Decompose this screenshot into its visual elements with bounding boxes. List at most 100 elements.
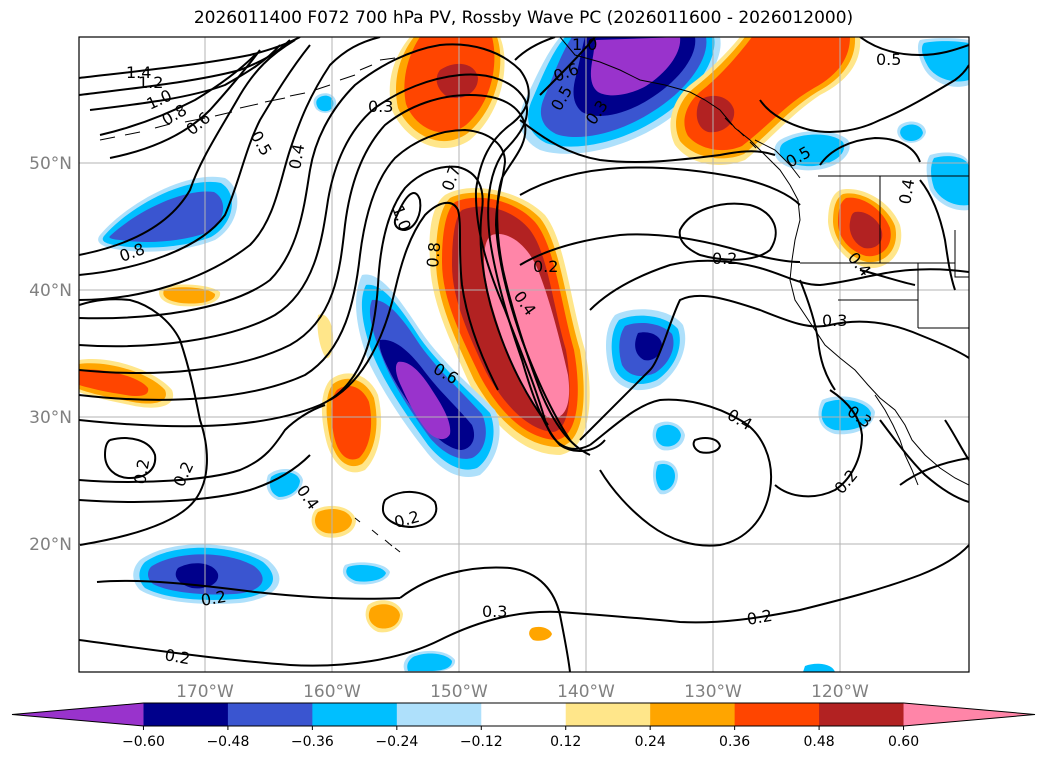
contour-line [79, 544, 969, 667]
contour-label: 1.2 [138, 73, 163, 92]
contour-line [89, 44, 281, 111]
pv-contours [79, 37, 969, 672]
contour-label: 0.4 [895, 177, 918, 205]
contour-line [79, 44, 311, 276]
colorbar-segment [650, 703, 736, 726]
contour-label: 0.2 [712, 249, 737, 268]
positive-anomaly-gulf-of-alaska [389, 37, 505, 149]
colorbar-segment [312, 703, 398, 726]
alaska-panhandle-islands [724, 117, 757, 149]
contour-label: 0.3 [368, 97, 393, 116]
vancouver-island [754, 139, 801, 179]
contour-label: 0.2 [130, 457, 153, 485]
colorbar-segment [481, 703, 567, 726]
lon-label-170w: 170°W [176, 682, 234, 702]
contour-label: 0.2 [745, 606, 773, 629]
contour-line [859, 269, 916, 286]
colorbar-segment [903, 703, 1035, 726]
contour-line [79, 298, 208, 546]
contour-line [399, 566, 571, 672]
colorbar-tick-label: −0.12 [460, 734, 503, 750]
colorbar-tick-label: 0.24 [635, 734, 666, 750]
negative-anomaly-northeast-pacific [774, 131, 850, 171]
contour-line [819, 136, 921, 166]
colorbar-tick-label: −0.24 [375, 734, 418, 750]
state-borders [800, 176, 969, 329]
contour-line [103, 437, 157, 480]
lat-label-30n: 30°N [29, 408, 72, 428]
baja-california [874, 394, 919, 486]
contour-line [79, 73, 606, 452]
colorbar-tick-label: 0.48 [804, 734, 835, 750]
contour-line [919, 179, 956, 291]
contour-line [799, 279, 836, 391]
contour-label: 1.0 [572, 35, 597, 54]
contour-line [859, 37, 969, 57]
contour-line [329, 201, 499, 401]
contour-label: 0.2 [392, 507, 422, 532]
contour-line [393, 192, 422, 232]
contour-label: 1.0 [388, 203, 415, 233]
map-frame [78, 36, 970, 673]
contour-line [589, 398, 772, 547]
contour-line [79, 37, 301, 79]
negative-anomaly-subtropical-east [605, 309, 686, 391]
contour-label: 0.2 [169, 459, 197, 490]
contour-line [519, 166, 801, 206]
lon-label-150w: 150°W [430, 682, 488, 702]
contour-line [79, 454, 311, 503]
contour-label: 0.3 [482, 602, 507, 621]
map-plot-area: 1.4 1.2 1.0 0.8 0.6 0.5 0.4 0.3 0.8 1.0 … [79, 35, 969, 672]
contour-line [79, 39, 291, 96]
coastlines [99, 37, 969, 553]
lat-label-20n: 20°N [29, 535, 72, 555]
colorbar-segment [819, 703, 905, 726]
longitude-labels: 170°W 160°W 150°W 140°W 130°W 120°W [176, 682, 869, 702]
latitude-labels: 50°N 40°N 30°N 20°N [29, 154, 72, 555]
contour-line [519, 233, 801, 266]
contour-label: 1.4 [126, 63, 151, 82]
contour-line [539, 37, 596, 96]
contour-line [109, 49, 261, 159]
contour-line [96, 579, 401, 600]
contour-label: 0.4 [285, 142, 308, 170]
contour-line [692, 437, 722, 454]
contour-label: 0.2 [533, 257, 558, 276]
negative-anomaly-north [520, 37, 721, 154]
colorbar-tick-label: 0.60 [888, 734, 919, 750]
contour-line [879, 419, 969, 503]
contour-line [79, 39, 296, 256]
contour-line [589, 259, 969, 311]
colorbar-tick-label: −0.60 [122, 734, 165, 750]
contour-label: 0.8 [423, 241, 444, 268]
negative-anomaly-central-pacific [356, 274, 500, 478]
contour-line [79, 404, 326, 483]
colorbar-tick-label: 0.36 [719, 734, 750, 750]
contour-line [579, 294, 969, 441]
contour-line [381, 491, 438, 529]
contour-line [678, 202, 777, 261]
contour-line [899, 457, 969, 486]
bc-wa-or-ca-coast [789, 184, 969, 486]
contour-label: 0.2 [199, 587, 227, 610]
colorbar-segment [12, 703, 144, 726]
negative-anomaly-west [98, 176, 238, 252]
colorbar-segment [565, 703, 651, 726]
aleutian-islands [99, 57, 396, 141]
colorbar-tick-label: −0.48 [206, 734, 249, 750]
contour-line [944, 419, 969, 461]
colorbar: −0.60 −0.48 −0.36 −0.24 −0.12 0.12 0.24 0.36 0.4… [11, 702, 1036, 750]
contour-line [79, 128, 571, 441]
contour-label: 0.2 [831, 466, 862, 498]
contour-line [519, 119, 776, 164]
lon-label-130w: 130°W [684, 682, 742, 702]
contour-label: 0.3 [822, 311, 847, 330]
lon-label-160w: 160°W [303, 682, 361, 702]
contour-line [514, 37, 556, 61]
contour-label: 0.4 [724, 405, 756, 434]
colorbar-segment [734, 703, 820, 726]
contour-line [79, 37, 381, 301]
colorbar-segment [227, 703, 313, 726]
lon-label-120w: 120°W [811, 682, 869, 702]
